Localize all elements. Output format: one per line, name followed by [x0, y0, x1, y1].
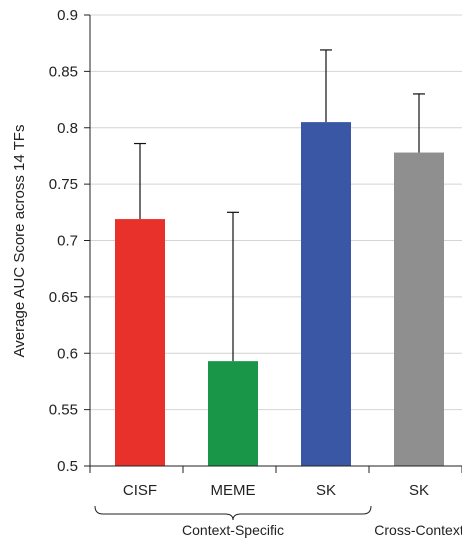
y-tick-label: 0.85 — [49, 63, 78, 80]
x-tick-label: SK — [316, 482, 336, 499]
x-tick-label: CISF — [123, 482, 157, 499]
bar — [394, 152, 444, 466]
bar — [208, 361, 258, 466]
error-bars — [134, 49, 425, 362]
x-tick-labels: CISF MEME SK SK — [123, 482, 429, 499]
y-tick-label: 0.6 — [57, 345, 78, 362]
y-tick-label: 0.5 — [57, 458, 78, 475]
x-tick-label: SK — [409, 482, 429, 499]
y-axis-label: Average AUC Score across 14 TFs — [11, 125, 28, 358]
group-labels: Context-Specific Cross-Context — [94, 505, 462, 538]
y-tick-label: 0.75 — [49, 176, 78, 193]
y-tick-label: 0.55 — [49, 402, 78, 419]
y-tick-labels: 0.5 0.55 0.6 0.65 0.7 0.75 0.8 0.85 0.9 — [49, 7, 78, 475]
group-label: Context-Specific — [182, 522, 284, 538]
axes — [84, 14, 462, 473]
group-label: Cross-Context — [374, 522, 462, 538]
y-tick-label: 0.65 — [49, 289, 78, 306]
bars — [115, 122, 444, 467]
bar — [115, 219, 165, 466]
x-tick-label: MEME — [211, 482, 256, 499]
bar — [301, 122, 351, 467]
y-tick-label: 0.7 — [57, 233, 78, 250]
y-tick-label: 0.8 — [57, 120, 78, 137]
group-bracket — [94, 505, 372, 521]
y-tick-label: 0.9 — [57, 7, 78, 24]
